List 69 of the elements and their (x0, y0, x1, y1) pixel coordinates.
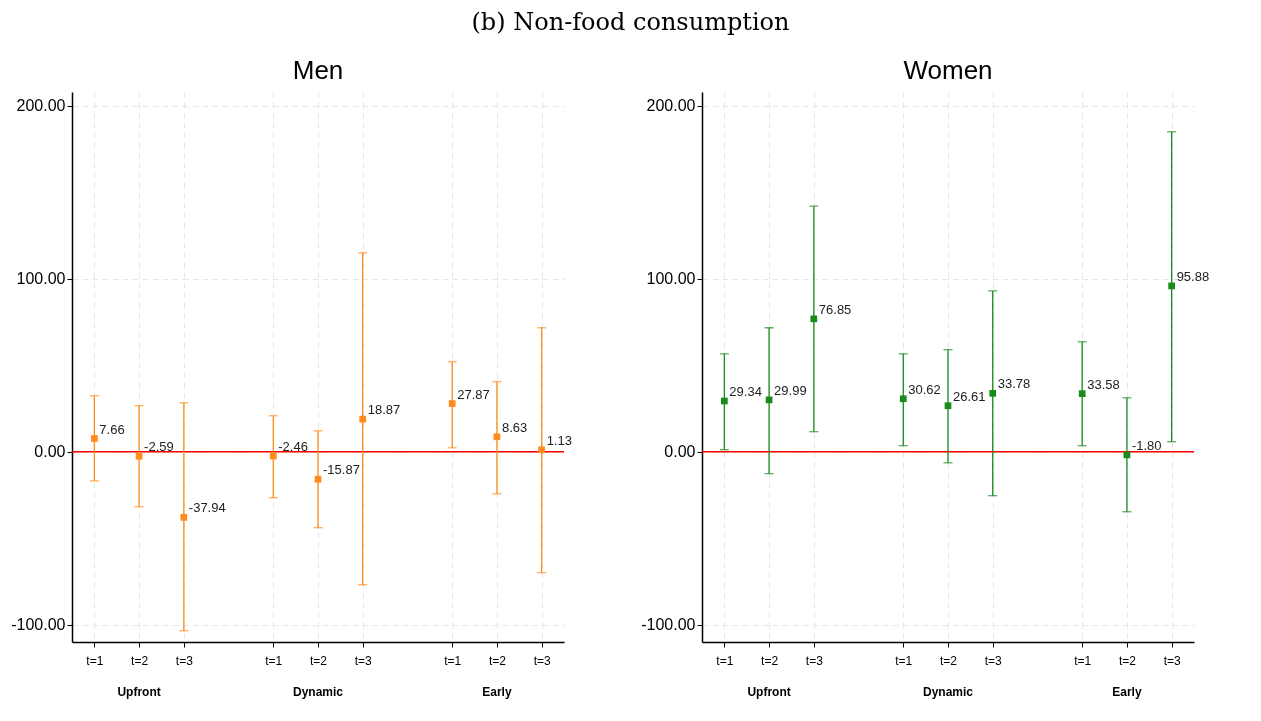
y-tick-label: 0.00 (34, 443, 66, 461)
point (899, 395, 907, 403)
x-tick-label: t=1 (716, 653, 734, 668)
x-tick-label: t=2 (131, 653, 149, 668)
x-tick-label: t=3 (805, 653, 824, 668)
x-tick-label: t=2 (488, 653, 507, 668)
y-tick-label: -100.00 (641, 616, 696, 634)
data-label: -37.94 (188, 500, 226, 516)
point (1078, 390, 1086, 398)
x-tick-label: t=1 (895, 653, 913, 668)
chart-title: Women (903, 55, 993, 85)
point (944, 402, 952, 410)
x-tick-label: t=2 (761, 653, 779, 668)
y-tick-label: 0.00 (664, 443, 696, 461)
text: Dynamic (292, 685, 344, 699)
data-label: 76.85 (818, 301, 852, 317)
data-label: 95.88 (1176, 268, 1210, 284)
y-tick-label: -100.00 (11, 616, 66, 634)
x-tick-label: t=1 (265, 653, 283, 668)
x-tick-label: t=1 (86, 653, 104, 668)
chart-title: Men (292, 55, 344, 85)
x-tick-label: t=3 (354, 653, 373, 668)
data-label: 27.87 (457, 386, 490, 402)
x-tick-label: t=3 (175, 653, 194, 668)
y-tick-label: 200.00 (16, 97, 66, 115)
point (1168, 282, 1175, 290)
y-tick-label: 100.00 (646, 270, 696, 288)
x-tick-label: t=2 (309, 653, 328, 668)
y-tick-label: 200.00 (646, 97, 696, 115)
point (448, 400, 456, 407)
data-label: 1.13 (546, 432, 572, 448)
data-label: 33.78 (997, 376, 1031, 392)
data-label: 30.62 (908, 381, 941, 397)
data-label: -15.87 (323, 462, 360, 478)
point (810, 315, 818, 323)
x-tick-label: t=3 (1163, 653, 1181, 668)
data-label: 7.66 (99, 421, 125, 437)
text: Upfront (747, 685, 791, 699)
x-tick-label: t=3 (533, 653, 551, 668)
point (135, 452, 143, 460)
point (180, 514, 188, 521)
data-label: 29.34 (729, 384, 762, 399)
x-tick-label: t=1 (1074, 653, 1092, 668)
data-label: -2.46 (278, 439, 308, 454)
data-label: -1.80 (1131, 437, 1162, 453)
data-label: 8.63 (501, 419, 528, 435)
text: (b) Non-food consumption (470, 7, 791, 38)
data-label: 26.61 (953, 388, 986, 404)
x-tick-label: t=3 (984, 653, 1003, 668)
text: Early (482, 685, 512, 699)
text: Dynamic (922, 685, 974, 699)
point (721, 397, 728, 405)
x-tick-label: t=2 (939, 653, 958, 668)
point (91, 435, 98, 442)
point (538, 446, 545, 454)
x-tick-label: t=1 (444, 653, 462, 668)
data-label: -2.59 (144, 439, 174, 455)
text: Upfront (117, 685, 161, 699)
point (269, 452, 277, 460)
y-tick-label: 100.00 (16, 270, 66, 288)
text: Early (1112, 685, 1142, 699)
point (989, 389, 997, 397)
data-label: 33.58 (1087, 376, 1120, 392)
point (493, 433, 501, 441)
data-label: 18.87 (367, 402, 401, 418)
point (314, 475, 322, 483)
x-tick-label: t=2 (1118, 653, 1137, 668)
data-label: 29.99 (774, 382, 807, 398)
point (359, 415, 367, 423)
